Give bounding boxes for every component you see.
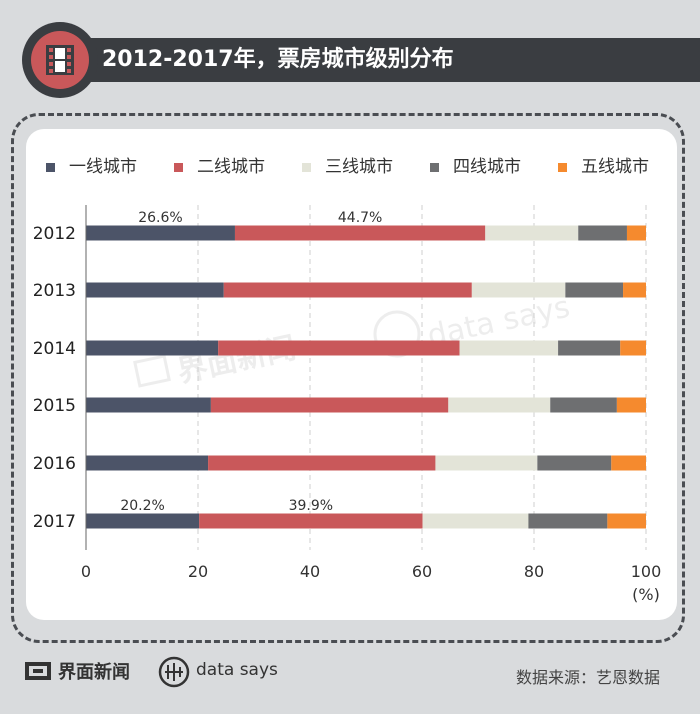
- bar-segment-四线城市-2012: [578, 225, 627, 241]
- label-layer: 26.6% 44.7% 20.2% 39.9%: [120, 210, 382, 514]
- bar-segment-五线城市-2016: [611, 455, 646, 471]
- x-tick-label: 100: [631, 562, 662, 581]
- bar-segment-一线城市-2015: [86, 397, 211, 413]
- data-label: 39.9%: [289, 498, 333, 514]
- y-tick-label: 2016: [33, 454, 76, 474]
- bar-segment-四线城市-2015: [550, 397, 617, 413]
- data-label: 20.2%: [120, 498, 164, 514]
- legend-label-tier2: 二线城市: [197, 157, 265, 177]
- watermark-logo-jm: [133, 354, 171, 388]
- y-tick-label: 2012: [33, 224, 76, 244]
- bar-segment-三线城市-2013: [471, 282, 566, 298]
- axis-layer: 0 20 40 60 80 100 (%) 2012 2013 2014 2015 2016 2017: [33, 205, 662, 604]
- bar-segment-一线城市-2016: [86, 455, 209, 471]
- bar-segment-二线城市-2016: [208, 455, 436, 471]
- watermark-text-jm: 界面新闻: [174, 331, 299, 390]
- bar-segment-五线城市-2014: [620, 340, 646, 356]
- bar-segment-一线城市-2013: [86, 282, 224, 298]
- x-tick-label: 40: [300, 562, 320, 581]
- bar-segment-三线城市-2015: [448, 397, 551, 413]
- bar-segment-五线城市-2015: [616, 397, 646, 413]
- footer-brand-jiemian: 界面新闻: [58, 662, 130, 683]
- film-icon: [46, 45, 74, 75]
- y-tick-label: 2015: [33, 396, 76, 416]
- data-label: 44.7%: [338, 210, 382, 226]
- jiemian-logo-icon: [25, 662, 51, 680]
- y-tick-label: 2014: [33, 339, 76, 359]
- bar-segment-三线城市-2017: [422, 513, 529, 529]
- bar-segment-五线城市-2017: [607, 513, 646, 529]
- y-tick-label: 2017: [33, 512, 76, 532]
- legend-label-tier4: 四线城市: [453, 157, 521, 177]
- bar-segment-一线城市-2014: [86, 340, 219, 356]
- data-label: 26.6%: [138, 210, 182, 226]
- datasays-logo-icon: [158, 656, 190, 688]
- chart-card: [26, 129, 677, 620]
- chart-title: 2012-2017年，票房城市级别分布: [102, 47, 454, 72]
- bar-layer: [86, 225, 646, 529]
- x-tick-label: 0: [81, 562, 91, 581]
- data-source: 数据来源：艺恩数据: [515, 668, 660, 687]
- bar-segment-二线城市-2012: [234, 225, 486, 241]
- y-tick-label: 2013: [33, 281, 76, 301]
- bar-segment-四线城市-2014: [558, 340, 621, 356]
- legend-swatch-tier1: [46, 163, 55, 172]
- legend-swatch-tier2: [174, 163, 183, 172]
- watermark: 界面新闻 data says: [133, 290, 573, 390]
- legend-swatch-tier4: [430, 163, 439, 172]
- x-axis-unit: (%): [632, 585, 660, 604]
- bar-segment-四线城市-2016: [537, 455, 612, 471]
- bar-segment-三线城市-2014: [459, 340, 559, 356]
- bar-segment-一线城市-2017: [86, 513, 200, 529]
- x-tick-label: 80: [524, 562, 544, 581]
- bar-segment-五线城市-2013: [623, 282, 646, 298]
- bar-segment-五线城市-2012: [626, 225, 646, 241]
- bar-segment-二线城市-2014: [218, 340, 460, 356]
- x-tick-label: 60: [412, 562, 432, 581]
- bar-segment-一线城市-2012: [86, 225, 235, 241]
- bar-segment-二线城市-2017: [199, 513, 423, 529]
- bar-segment-二线城市-2015: [210, 397, 449, 413]
- legend-label-tier1: 一线城市: [69, 157, 137, 177]
- legend-swatch-tier5: [558, 163, 567, 172]
- bar-segment-四线城市-2013: [565, 282, 624, 298]
- legend-label-tier5: 五线城市: [581, 157, 649, 177]
- bar-segment-三线城市-2016: [435, 455, 538, 471]
- watermark-logo-ds: [373, 310, 421, 358]
- legend-swatch-tier3: [302, 163, 311, 172]
- grid-layer: [197, 205, 647, 550]
- legend-label-tier3: 三线城市: [325, 157, 393, 177]
- dashed-frame: [11, 113, 685, 643]
- bar-segment-四线城市-2017: [528, 513, 608, 529]
- bar-segment-二线城市-2013: [223, 282, 472, 298]
- title-bar: [46, 38, 700, 82]
- x-tick-label: 20: [188, 562, 208, 581]
- footer-brand-datasays: data says: [196, 660, 278, 680]
- bar-segment-三线城市-2012: [485, 225, 579, 241]
